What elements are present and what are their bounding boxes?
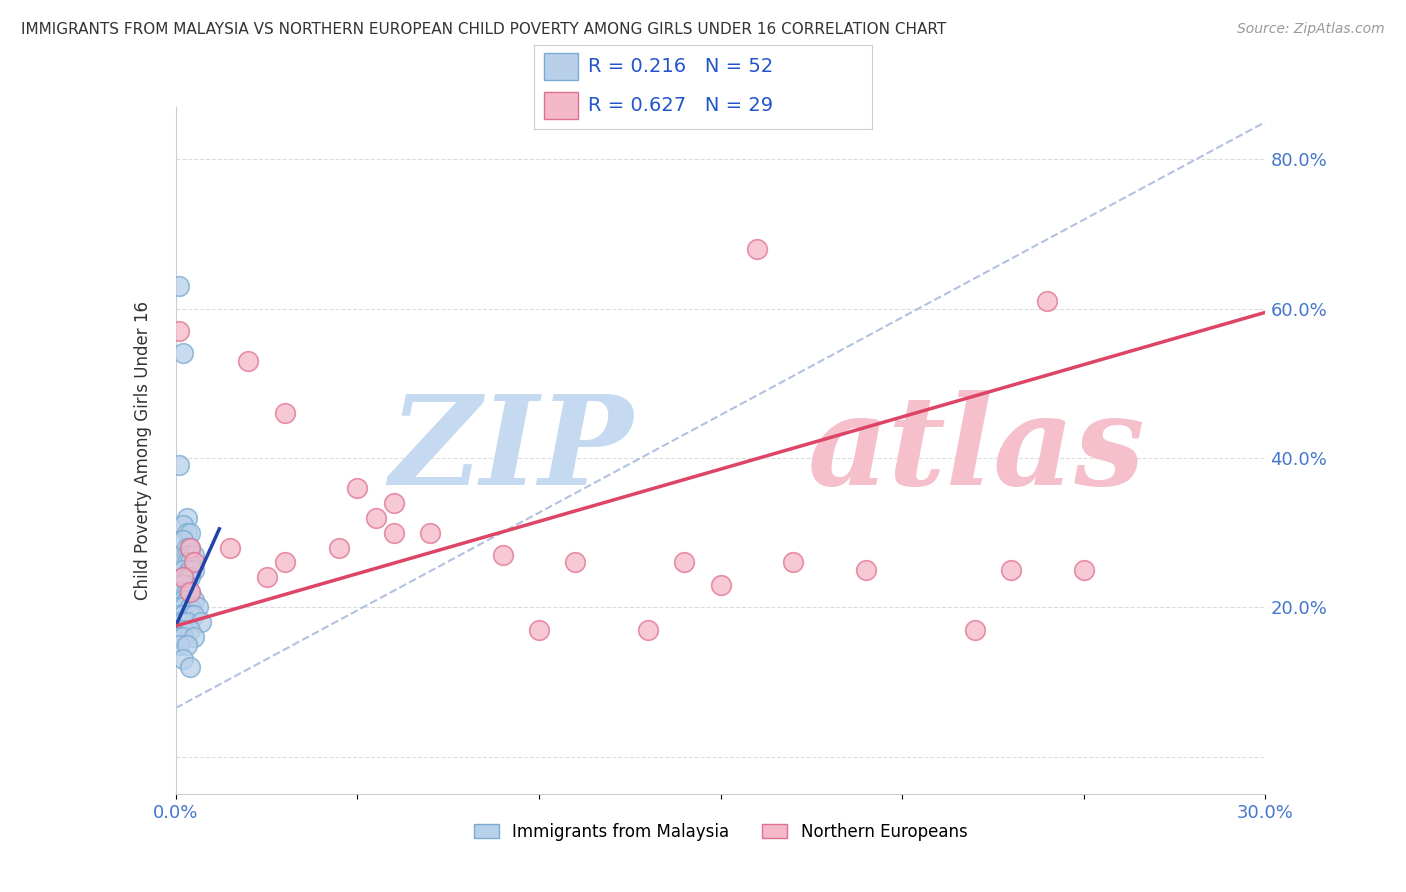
FancyBboxPatch shape [544, 92, 578, 120]
Point [169, 600, 191, 615]
Point [179, 585, 201, 599]
Point [274, 406, 297, 420]
Point [183, 592, 205, 607]
Point [190, 615, 212, 630]
Point [169, 630, 191, 644]
Point [172, 570, 194, 584]
Point [179, 623, 201, 637]
Text: Source: ZipAtlas.com: Source: ZipAtlas.com [1237, 22, 1385, 37]
Point [179, 570, 201, 584]
Point [179, 541, 201, 555]
Point [172, 346, 194, 360]
Text: R = 0.216   N = 52: R = 0.216 N = 52 [588, 57, 773, 76]
Point [710, 578, 733, 592]
Point [172, 518, 194, 533]
Point [382, 525, 405, 540]
Point [179, 563, 201, 577]
Point [176, 585, 198, 599]
Point [179, 585, 201, 599]
Point [169, 638, 191, 652]
Point [172, 623, 194, 637]
Point [172, 592, 194, 607]
Point [176, 638, 198, 652]
Point [176, 541, 198, 555]
Point [176, 548, 198, 562]
Point [176, 615, 198, 630]
Point [855, 563, 877, 577]
Point [186, 600, 209, 615]
Y-axis label: Child Poverty Among Girls Under 16: Child Poverty Among Girls Under 16 [134, 301, 152, 600]
Point [183, 563, 205, 577]
Point [183, 556, 205, 570]
Point [963, 623, 986, 637]
Point [673, 556, 696, 570]
Point [183, 607, 205, 622]
Point [172, 600, 194, 615]
Point [1000, 563, 1022, 577]
Point [238, 354, 260, 368]
Point [172, 652, 194, 666]
Text: IMMIGRANTS FROM MALAYSIA VS NORTHERN EUROPEAN CHILD POVERTY AMONG GIRLS UNDER 16: IMMIGRANTS FROM MALAYSIA VS NORTHERN EUR… [21, 22, 946, 37]
Point [169, 623, 191, 637]
Point [169, 458, 191, 473]
Text: R = 0.627   N = 29: R = 0.627 N = 29 [588, 96, 773, 115]
Text: atlas: atlas [807, 390, 1146, 511]
Point [169, 585, 191, 599]
Point [179, 525, 201, 540]
Point [346, 481, 368, 495]
Point [179, 607, 201, 622]
Point [176, 556, 198, 570]
Text: ZIP: ZIP [389, 390, 633, 511]
Point [169, 578, 191, 592]
Point [492, 548, 515, 562]
Point [1036, 294, 1059, 309]
Point [179, 541, 201, 555]
Point [169, 615, 191, 630]
Point [179, 600, 201, 615]
Point [328, 541, 350, 555]
Point [172, 615, 194, 630]
Point [782, 556, 804, 570]
Point [176, 578, 198, 592]
Point [172, 578, 194, 592]
Point [176, 570, 198, 584]
Point [179, 548, 201, 562]
Point [364, 510, 387, 524]
Point [169, 279, 191, 293]
Point [172, 533, 194, 547]
Point [172, 570, 194, 584]
Point [172, 630, 194, 644]
Point [179, 660, 201, 674]
Point [256, 570, 278, 584]
Point [219, 541, 242, 555]
Point [176, 525, 198, 540]
Point [176, 510, 198, 524]
Point [172, 607, 194, 622]
Point [169, 607, 191, 622]
Point [382, 496, 405, 510]
Point [527, 623, 550, 637]
Point [183, 630, 205, 644]
Point [745, 242, 768, 256]
FancyBboxPatch shape [544, 54, 578, 80]
Point [179, 556, 201, 570]
Point [564, 556, 586, 570]
Point [1073, 563, 1095, 577]
Point [176, 592, 198, 607]
Point [274, 556, 297, 570]
Point [637, 623, 659, 637]
Point [419, 525, 441, 540]
Point [172, 563, 194, 577]
Point [183, 548, 205, 562]
Legend: Immigrants from Malaysia, Northern Europeans: Immigrants from Malaysia, Northern Europ… [467, 816, 974, 847]
Point [169, 324, 191, 338]
